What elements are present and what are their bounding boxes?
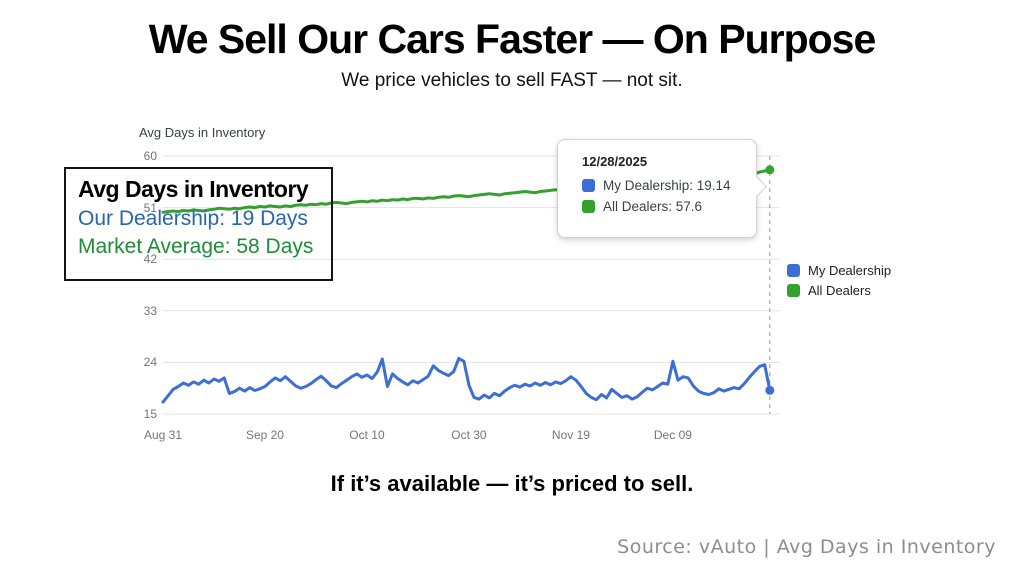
y-tick-label: 60 — [143, 149, 157, 163]
x-tick-label: Nov 19 — [551, 428, 590, 442]
y-tick-label: 24 — [143, 355, 157, 370]
y-tick-label: 15 — [143, 407, 157, 421]
tooltip-row-dealers: All Dealers: 57.6 — [582, 199, 756, 214]
chart-title: Avg Days in Inventory — [139, 125, 266, 140]
page-title: We Sell Our Cars Faster — On Purpose — [148, 16, 877, 62]
legend-item-all-dealers[interactable]: All Dealers — [787, 283, 891, 298]
dealers-swatch-icon — [582, 200, 595, 213]
legend-item-my-dealership[interactable]: My Dealership — [787, 263, 891, 278]
dealers-swatch-icon — [787, 284, 800, 297]
legend-label: All Dealers — [808, 283, 871, 298]
series-line-my-dealership — [161, 356, 772, 404]
tooltip-dealers-value: All Dealers: 57.6 — [603, 199, 703, 214]
series-end-dot-my-dealership — [765, 385, 775, 395]
y-axis-labels: 15 24 33 42 51 60 — [117, 149, 157, 421]
dealership-swatch-icon — [582, 179, 595, 192]
callout-title: Avg Days in Inventory — [78, 176, 309, 202]
chart-legend: My Dealership All Dealers — [787, 263, 891, 298]
tooltip-date: 12/28/2025 — [582, 154, 648, 169]
x-tick-label: Oct 10 — [349, 428, 385, 442]
y-tick-label: 51 — [143, 200, 157, 215]
tooltip-dealership-value: My Dealership: 19.14 — [603, 178, 731, 193]
series-end-dot-all-dealers — [765, 165, 775, 175]
page-subtitle: We price vehicles to sell FAST — not sit… — [341, 70, 683, 91]
x-axis-labels: Aug 31 Sep 20 Oct 10 Oct 30 Nov 19 Dec 09 — [144, 428, 803, 444]
source-attribution: Source: vAuto | Avg Days in Inventory — [617, 536, 996, 558]
legend-label: My Dealership — [808, 263, 892, 278]
y-tick-label: 42 — [143, 252, 157, 267]
callout-dealership-line: Our Dealership: 19 Days — [78, 207, 308, 230]
x-tick-label: Oct 30 — [451, 428, 487, 442]
tooltip-row-dealership: My Dealership: 19.14 — [582, 178, 756, 193]
callout-market-line: Market Average: 58 Days — [78, 235, 314, 258]
x-tick-label: Aug 31 — [143, 428, 183, 442]
chart-tooltip: 12/28/2025 My Dealership: 19.14 All Deal… — [557, 139, 768, 238]
y-tick-label: 33 — [143, 303, 157, 318]
x-tick-label: Dec 09 — [653, 428, 692, 442]
bottom-statement: If it’s available — it’s priced to sell. — [330, 471, 694, 496]
x-tick-label: Sep 20 — [245, 428, 284, 442]
dealership-swatch-icon — [787, 264, 800, 277]
callout-box: Avg Days in Inventory Our Dealership: 19… — [64, 167, 333, 281]
